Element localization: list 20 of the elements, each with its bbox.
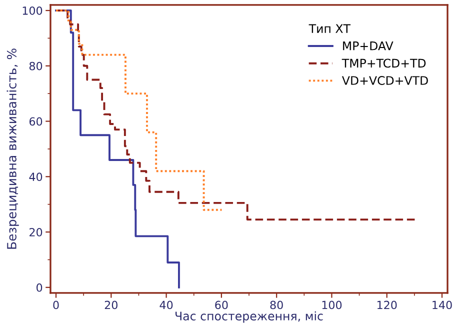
y-tick-label: 0 — [36, 283, 42, 292]
legend-label: MP+DAV — [343, 42, 394, 50]
y-tick-label: 80 — [29, 62, 42, 70]
x-tick-label: 0 — [53, 300, 59, 310]
legend-label: VD+VCD+VTD — [342, 76, 428, 85]
x-tick-label: 80 — [270, 300, 283, 310]
x-tick-label: 120 — [377, 300, 397, 310]
x-tick-label: 60 — [215, 300, 228, 310]
x-tick-label: 20 — [104, 300, 118, 310]
y-tick-label: 60 — [29, 117, 42, 126]
x-tick-label: 100 — [322, 300, 342, 310]
x-tick-label: 140 — [432, 300, 452, 310]
x-tick-label: 40 — [160, 300, 173, 310]
y-tick-label: 100 — [22, 6, 42, 15]
y-axis-title: Безрецидивна виживаність, % — [6, 48, 19, 249]
legend-title: Тип ХТ — [308, 24, 351, 33]
x-axis-title: Час спостереження, міс — [176, 311, 323, 323]
y-tick-label: 40 — [29, 172, 42, 182]
legend-label: TMP+TCD+TD — [342, 58, 426, 68]
y-tick-label: 20 — [30, 228, 42, 236]
